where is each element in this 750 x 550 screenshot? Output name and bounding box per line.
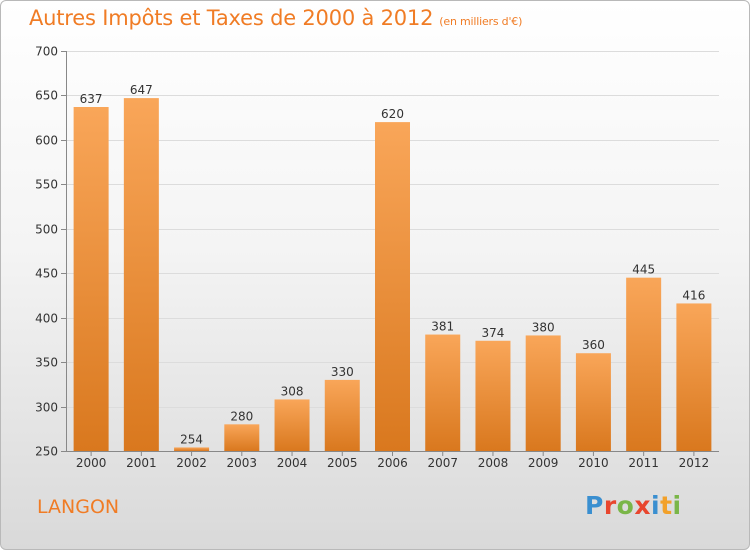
x-tick-label: 2008 — [478, 456, 509, 470]
y-tick-label: 300 — [35, 401, 58, 415]
y-tick-label: 500 — [35, 223, 58, 237]
axes: 250 300 350 400 450 500 550 600 650 700 2000 2001 20… — [35, 45, 719, 470]
x-tick-label: 2006 — [377, 456, 408, 470]
bar-2010 — [575, 353, 611, 451]
x-tick-label: 2005 — [327, 456, 358, 470]
x-tick-label: 2001 — [126, 456, 157, 470]
bar-2012 — [676, 303, 712, 451]
logo-letter: P — [585, 491, 604, 520]
x-tick-label: 2010 — [578, 456, 609, 470]
city-name: LANGON — [37, 496, 120, 518]
proxiti-logo: Proxiti — [585, 491, 682, 520]
logo-letter: i — [672, 491, 682, 520]
y-tick-label: 350 — [35, 356, 58, 370]
y-tick-label: 650 — [35, 89, 58, 103]
chart-title: Autres Impôts et Taxes de 2000 à 2012 (en… — [29, 6, 522, 30]
data-label: 647 — [130, 83, 153, 97]
data-label: 374 — [482, 326, 505, 340]
data-label: 254 — [180, 432, 203, 446]
bar-2004 — [274, 399, 310, 451]
logo-letter: i — [651, 491, 661, 520]
data-label: 330 — [331, 365, 354, 379]
data-label: 360 — [582, 338, 605, 352]
x-tick-label: 2007 — [427, 456, 458, 470]
data-label: 280 — [230, 409, 253, 423]
chart-subtitle: (en milliers d'€) — [439, 15, 523, 28]
data-labels: 637 647 254 280 308 330 620 381 374 380 360 445 416 — [80, 83, 706, 446]
bars — [73, 98, 712, 451]
x-tick-label: 2011 — [628, 456, 659, 470]
bar-2001 — [123, 98, 159, 451]
data-label: 308 — [281, 384, 304, 398]
x-tick-label: 2012 — [679, 456, 710, 470]
bar-2005 — [324, 379, 360, 451]
bar-2002 — [174, 447, 210, 451]
logo-letter: x — [634, 491, 651, 520]
data-label: 620 — [381, 107, 404, 121]
y-tick-label: 550 — [35, 178, 58, 192]
y-tick-label: 600 — [35, 134, 58, 148]
data-label: 380 — [532, 320, 555, 334]
chart-title-text: Autres Impôts et Taxes de 2000 à 2012 — [29, 6, 434, 30]
x-tick-label: 2000 — [76, 456, 107, 470]
bar-2009 — [525, 335, 561, 451]
x-tick-label: 2002 — [176, 456, 207, 470]
bar-2007 — [425, 334, 461, 451]
y-tick-label: 400 — [35, 312, 58, 326]
x-tick-label: 2004 — [277, 456, 308, 470]
x-tick-label: 2003 — [227, 456, 258, 470]
logo-letter: t — [660, 491, 673, 520]
y-tick-label: 450 — [35, 267, 58, 281]
bar-2000 — [73, 107, 109, 451]
data-label: 637 — [80, 92, 103, 106]
data-label: 445 — [632, 263, 655, 277]
bar-2008 — [475, 340, 511, 451]
y-tick-label: 700 — [35, 45, 58, 59]
logo-letter: r — [603, 491, 617, 520]
logo-letter: o — [616, 491, 635, 520]
x-tick-label: 2009 — [528, 456, 559, 470]
y-tick-label: 250 — [35, 445, 58, 459]
data-label: 381 — [431, 320, 454, 334]
bar-2003 — [224, 424, 260, 451]
data-label: 416 — [682, 288, 705, 302]
bar-2011 — [626, 277, 662, 451]
bar-2006 — [375, 122, 410, 451]
